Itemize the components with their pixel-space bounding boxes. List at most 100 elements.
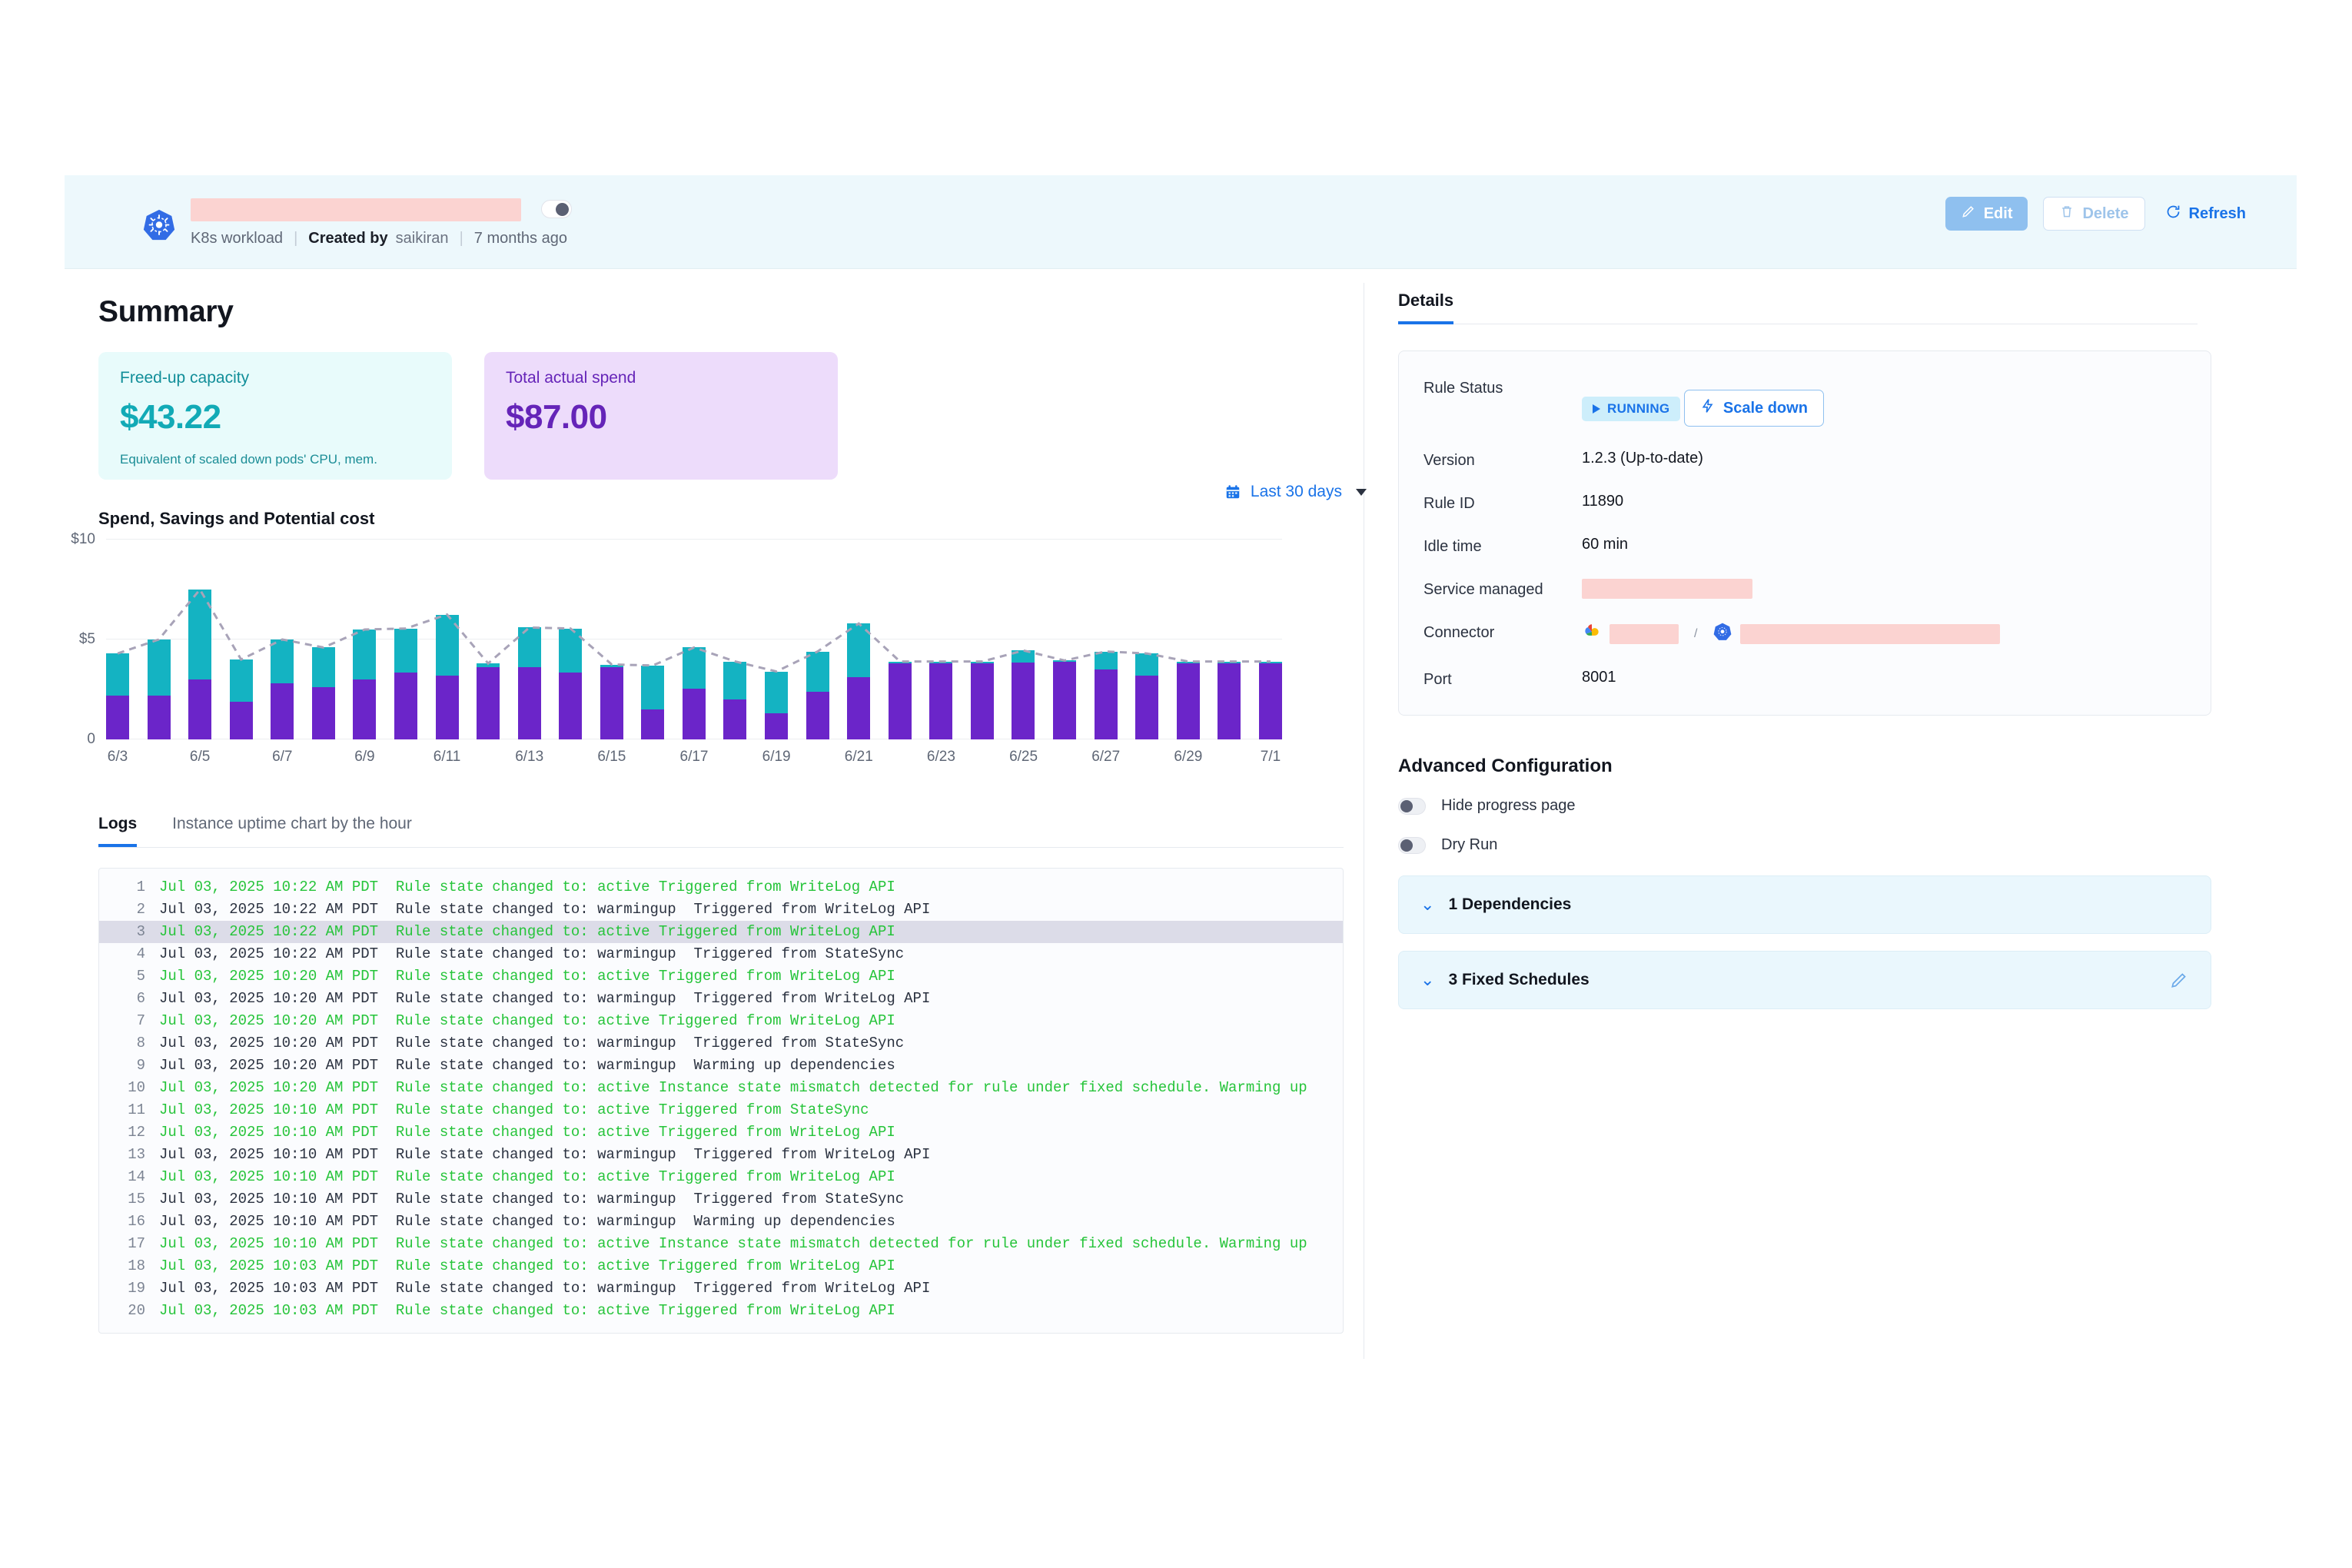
log-row[interactable]: 17 Jul 03, 2025 10:10 AM PDT Rule state c… — [99, 1233, 1343, 1255]
chart-x-tick: 6/23 — [926, 749, 955, 765]
bar-segment-savings — [517, 627, 541, 668]
chart-bar[interactable] — [765, 540, 788, 739]
bar-segment-spend — [353, 679, 377, 739]
tab-logs[interactable]: Logs — [98, 815, 138, 847]
chart-bar[interactable] — [970, 540, 994, 739]
log-row[interactable]: 20 Jul 03, 2025 10:03 AM PDT Rule state c… — [99, 1300, 1343, 1322]
logs-panel[interactable]: 1 Jul 03, 2025 10:22 AM PDT Rule state ch… — [98, 868, 1344, 1334]
chart-bar[interactable] — [147, 540, 171, 739]
chart-bar[interactable] — [723, 540, 747, 739]
dry-run-toggle[interactable] — [1398, 836, 1426, 854]
hide-progress-page-toggle[interactable] — [1398, 797, 1426, 815]
chart-bar[interactable] — [188, 540, 212, 739]
bar-segment-spend — [147, 695, 171, 739]
chart-bar[interactable] — [517, 540, 541, 739]
log-message: Jul 03, 2025 10:10 AM PDT Rule state cha… — [159, 1146, 931, 1163]
tab-instance-uptime[interactable]: Instance uptime chart by the hour — [172, 815, 412, 832]
config-hide-progress-page[interactable]: Hide progress page — [1398, 797, 2254, 815]
chart-bar[interactable] — [559, 540, 583, 739]
log-message: Jul 03, 2025 10:22 AM PDT Rule state cha… — [159, 901, 931, 918]
config-dry-run[interactable]: Dry Run — [1398, 836, 2254, 854]
log-row[interactable]: 13 Jul 03, 2025 10:10 AM PDT Rule state c… — [99, 1144, 1343, 1166]
workload-enabled-toggle[interactable] — [541, 200, 573, 218]
chart-bar[interactable] — [477, 540, 500, 739]
chart-bar[interactable] — [806, 540, 829, 739]
edit-schedules-icon[interactable] — [2169, 970, 2189, 990]
log-row[interactable]: 14 Jul 03, 2025 10:10 AM PDT Rule state c… — [99, 1166, 1343, 1188]
chart-bar[interactable] — [1176, 540, 1200, 739]
page-body: Summary Freed-up capacity $43.22 Equival… — [65, 269, 2297, 1405]
log-row[interactable]: 1 Jul 03, 2025 10:22 AM PDT Rule state ch… — [99, 876, 1343, 899]
chart-bar[interactable] — [888, 540, 912, 739]
chart-bar[interactable] — [1218, 540, 1241, 739]
chart-bar[interactable] — [271, 540, 294, 739]
chart-bar[interactable] — [1094, 540, 1118, 739]
log-row[interactable]: 3 Jul 03, 2025 10:22 AM PDT Rule state ch… — [99, 921, 1343, 943]
chart-bar[interactable] — [682, 540, 706, 739]
status-badge-label: RUNNING — [1607, 401, 1670, 416]
log-line-number: 16 — [128, 1213, 145, 1230]
chart-bar[interactable] — [929, 540, 953, 739]
log-message: Jul 03, 2025 10:10 AM PDT Rule state cha… — [159, 1124, 895, 1141]
log-row[interactable]: 5 Jul 03, 2025 10:20 AM PDT Rule state ch… — [99, 965, 1343, 988]
chart-bar[interactable] — [311, 540, 335, 739]
card-label: Total actual spend — [506, 369, 636, 387]
log-row[interactable]: 9 Jul 03, 2025 10:20 AM PDT Rule state ch… — [99, 1055, 1343, 1077]
log-row[interactable]: 4 Jul 03, 2025 10:22 AM PDT Rule state ch… — [99, 943, 1343, 965]
log-row[interactable]: 7 Jul 03, 2025 10:20 AM PDT Rule state ch… — [99, 1010, 1343, 1032]
scale-down-button[interactable]: Scale down — [1683, 390, 1824, 427]
chart-bar[interactable] — [394, 540, 417, 739]
log-row[interactable]: 19 Jul 03, 2025 10:03 AM PDT Rule state c… — [99, 1277, 1343, 1300]
chart-bar[interactable] — [847, 540, 871, 739]
refresh-button-label: Refresh — [2188, 204, 2246, 222]
connector-name-redacted — [1610, 623, 1679, 644]
chart-bar[interactable] — [229, 540, 253, 739]
header-identity: K8s workload | Created by saikiran | 7 m… — [141, 192, 573, 247]
log-row[interactable]: 11 Jul 03, 2025 10:10 AM PDT Rule state c… — [99, 1099, 1343, 1121]
service-managed-redacted — [1582, 579, 1752, 599]
log-row[interactable]: 15 Jul 03, 2025 10:10 AM PDT Rule state c… — [99, 1188, 1343, 1211]
left-column: Summary Freed-up capacity $43.22 Equival… — [65, 269, 1364, 1405]
chart-bar[interactable] — [1052, 540, 1076, 739]
workload-detail-page: K8s workload | Created by saikiran | 7 m… — [65, 175, 2297, 1405]
bar-segment-spend — [765, 713, 788, 739]
edit-button[interactable]: Edit — [1945, 197, 2028, 231]
chart-x-tick: 7/1 — [1260, 749, 1281, 765]
delete-button[interactable]: Delete — [2043, 197, 2145, 231]
created-by-user: saikiran — [395, 230, 449, 247]
chart-bar[interactable] — [1258, 540, 1282, 739]
chart-bar[interactable] — [1135, 540, 1159, 739]
log-row[interactable]: 16 Jul 03, 2025 10:10 AM PDT Rule state c… — [99, 1211, 1343, 1233]
toggle-knob — [1400, 839, 1413, 852]
bar-segment-spend — [888, 663, 912, 739]
log-row[interactable]: 6 Jul 03, 2025 10:20 AM PDT Rule state ch… — [99, 988, 1343, 1010]
chart-bar[interactable] — [641, 540, 665, 739]
chart-x-tick: 6/17 — [679, 749, 709, 765]
chart-bar[interactable] — [106, 540, 129, 739]
chart-bar[interactable] — [353, 540, 377, 739]
detail-row-service-managed: Service managed — [1423, 579, 2180, 599]
port-label: Port — [1423, 671, 1452, 688]
log-row[interactable]: 8 Jul 03, 2025 10:20 AM PDT Rule state ch… — [99, 1032, 1343, 1055]
chart-x-tick: 6/7 — [272, 749, 293, 765]
bar-segment-spend — [229, 701, 253, 739]
refresh-button[interactable]: Refresh — [2161, 197, 2251, 231]
chart-bar[interactable] — [1012, 540, 1035, 739]
log-row[interactable]: 18 Jul 03, 2025 10:03 AM PDT Rule state c… — [99, 1255, 1343, 1277]
tab-details[interactable]: Details — [1398, 291, 1454, 324]
accordion-dependencies[interactable]: ⌄ 1 Dependencies — [1398, 875, 2211, 934]
chart-bar[interactable] — [600, 540, 623, 739]
play-icon — [1593, 404, 1600, 414]
log-line-number: 20 — [128, 1302, 145, 1319]
dry-run-label: Dry Run — [1441, 836, 1498, 853]
bar-segment-savings — [682, 647, 706, 689]
bar-segment-spend — [517, 667, 541, 739]
log-line-number: 1 — [136, 879, 145, 895]
chart-bar[interactable] — [435, 540, 459, 739]
bar-segment-spend — [929, 663, 953, 739]
log-row[interactable]: 12 Jul 03, 2025 10:10 AM PDT Rule state c… — [99, 1121, 1343, 1144]
log-row[interactable]: 10 Jul 03, 2025 10:20 AM PDT Rule state c… — [99, 1077, 1343, 1099]
accordion-fixed-schedules[interactable]: ⌄ 3 Fixed Schedules — [1398, 951, 2211, 1009]
date-range-picker[interactable]: Last 30 days — [1224, 483, 1367, 501]
log-row[interactable]: 2 Jul 03, 2025 10:22 AM PDT Rule state ch… — [99, 899, 1343, 921]
